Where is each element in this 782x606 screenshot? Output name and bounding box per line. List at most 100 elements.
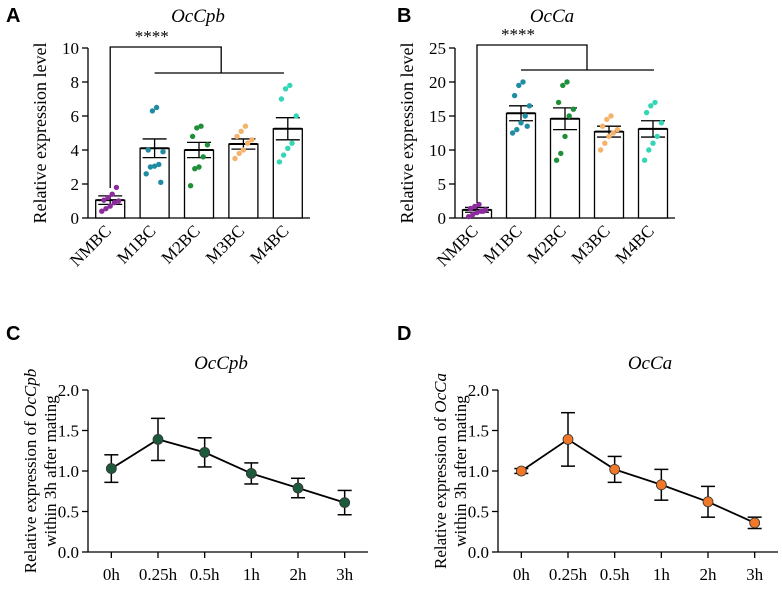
data-point — [293, 113, 299, 119]
data-point — [749, 517, 761, 529]
y-tick-label: 4 — [71, 141, 80, 160]
y-tick-label: 0.0 — [58, 543, 79, 562]
y-axis-label-line2: within 3h after mating — [41, 395, 60, 547]
data-point — [115, 198, 122, 204]
data-point — [614, 126, 621, 133]
data-point — [514, 126, 520, 133]
data-point — [470, 211, 476, 218]
x-tick-label: M3BC — [202, 221, 248, 267]
data-point — [472, 203, 478, 210]
x-tick-label: M4BC — [612, 221, 658, 267]
y-tick-label: 15 — [429, 107, 446, 126]
y-axis-label-line2: within 3h after mating — [451, 395, 470, 547]
x-tick-label: M2BC — [524, 221, 570, 267]
data-point — [245, 468, 257, 479]
data-point — [609, 463, 621, 475]
significance-bracket — [109, 46, 222, 188]
data-point — [244, 140, 251, 146]
bar — [139, 147, 170, 219]
data-point — [652, 99, 658, 106]
y-tick-label: 2.0 — [58, 381, 79, 400]
data-point — [189, 133, 196, 140]
data-point — [610, 130, 616, 136]
data-point — [232, 155, 238, 162]
data-point — [111, 200, 118, 206]
data-point — [200, 154, 206, 160]
y-tick-label: 1.5 — [58, 422, 79, 441]
data-point — [204, 142, 211, 148]
data-point — [101, 197, 107, 203]
data-point — [553, 157, 560, 163]
data-point — [480, 208, 486, 214]
data-point — [641, 157, 648, 163]
data-point — [516, 82, 522, 89]
data-point — [153, 104, 160, 111]
bar — [272, 128, 303, 219]
data-point — [562, 133, 568, 140]
data-point — [646, 147, 652, 153]
series-line — [110, 438, 345, 504]
y-tick-label: 0.5 — [58, 503, 79, 522]
data-point — [99, 208, 105, 214]
panel-letter-a: A — [6, 5, 20, 27]
data-point — [158, 179, 164, 185]
significance-label: **** — [135, 27, 169, 46]
data-point — [566, 113, 572, 119]
data-point — [151, 163, 158, 169]
data-point — [520, 79, 526, 85]
y-axis-label-prefix: Relative expression of — [431, 413, 450, 569]
data-point — [143, 171, 149, 177]
chart-title: OcCpb — [171, 6, 225, 27]
data-point — [465, 213, 472, 220]
data-point — [285, 145, 291, 151]
data-point — [192, 166, 198, 172]
data-point — [234, 133, 240, 140]
data-point — [105, 194, 111, 201]
data-point — [604, 116, 610, 123]
significance-bracket — [476, 44, 588, 203]
data-point — [280, 152, 287, 158]
panel-letter-c: C — [6, 323, 20, 345]
y-tick-label: 0.0 — [468, 543, 489, 562]
data-point — [282, 86, 289, 92]
data-point — [650, 140, 656, 146]
data-point — [276, 159, 283, 165]
data-point — [648, 103, 654, 109]
data-point — [560, 82, 566, 89]
y-tick-label: 25 — [429, 39, 446, 58]
data-point — [655, 479, 667, 491]
y-tick-label: 0.5 — [468, 503, 489, 522]
x-tick-label: M1BC — [480, 221, 526, 267]
y-axis-label-prefix: Relative expression of — [21, 417, 40, 573]
data-point — [278, 96, 285, 102]
y-axis-label: Relative expression level — [30, 43, 50, 224]
x-tick-label: M1BC — [113, 221, 159, 267]
data-point — [564, 79, 570, 85]
data-point — [199, 446, 211, 458]
data-point — [242, 123, 249, 129]
data-point — [152, 434, 164, 445]
data-point — [103, 205, 109, 212]
data-point — [524, 123, 530, 129]
data-point — [196, 164, 202, 170]
y-tick-label: 10 — [429, 141, 446, 160]
data-point — [147, 164, 154, 170]
data-point — [105, 463, 117, 474]
data-point — [509, 130, 516, 136]
data-point — [149, 108, 156, 114]
x-tick-label: 1h — [243, 565, 261, 584]
x-tick-label: 0.5h — [190, 565, 220, 584]
y-tick-label: 2.0 — [468, 381, 489, 400]
data-point — [608, 113, 614, 119]
chart-title: OcCa — [530, 6, 574, 27]
data-point — [107, 203, 113, 209]
data-point — [289, 140, 295, 146]
significance-label: **** — [501, 25, 535, 44]
data-point — [606, 133, 612, 140]
data-point — [194, 125, 200, 131]
bar — [505, 112, 537, 219]
data-point — [515, 465, 527, 477]
y-axis-label-line1: Relative expression of OcCpb — [21, 369, 40, 573]
data-point — [597, 147, 604, 153]
